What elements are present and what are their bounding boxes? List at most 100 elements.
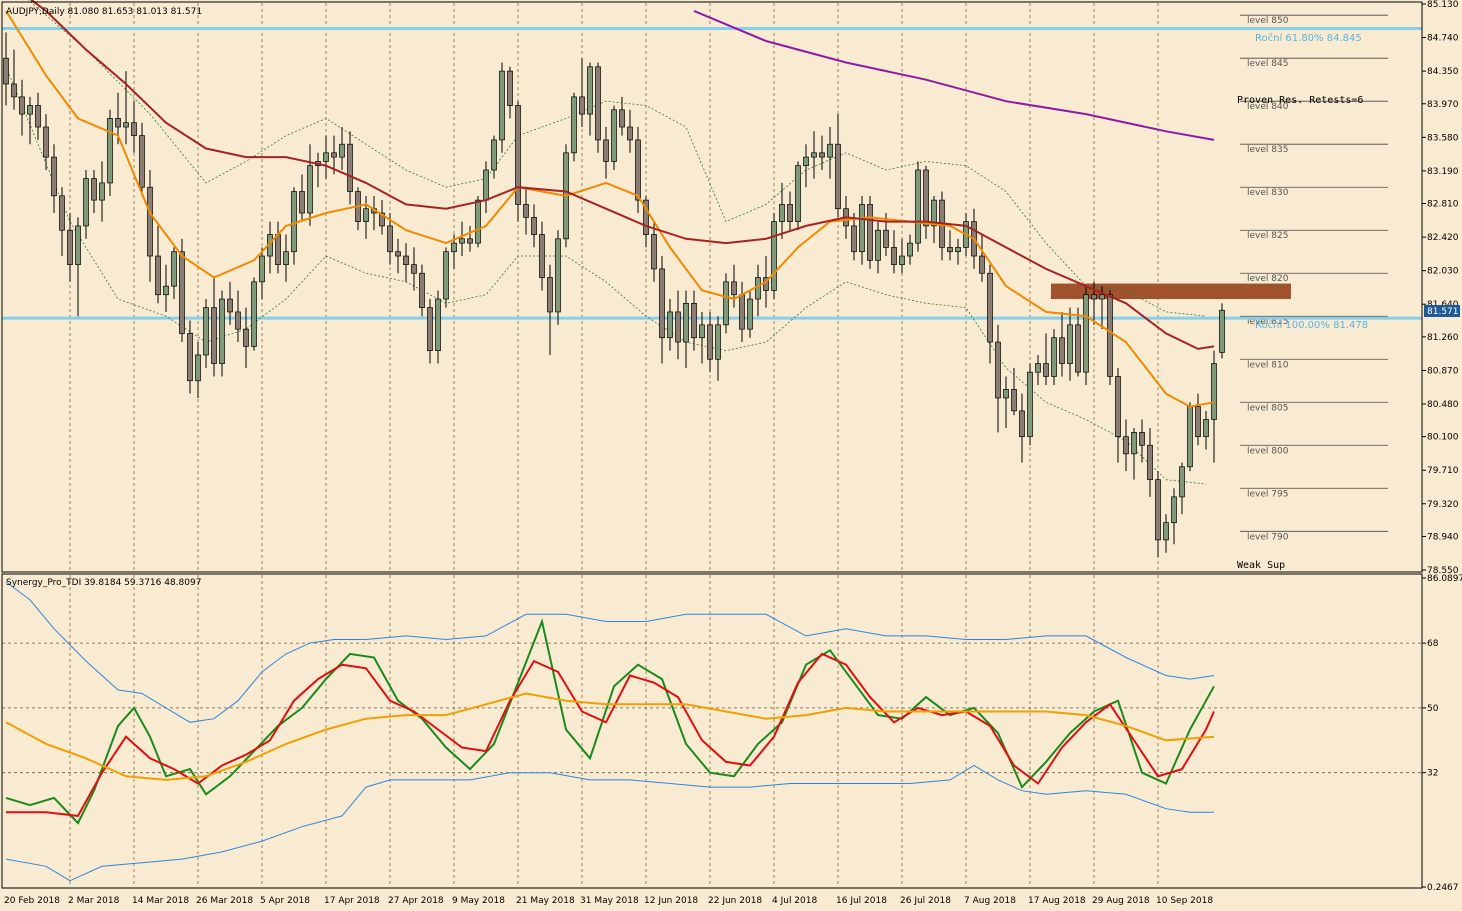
x-tick-label: 20 Feb 2018	[4, 896, 60, 906]
candle-body	[515, 105, 521, 205]
candle-body	[307, 165, 313, 214]
candle-body	[619, 109, 625, 128]
grid	[2, 3, 1422, 887]
candle-body	[107, 118, 113, 184]
level-label: level 850	[1247, 16, 1289, 26]
band-upper-line	[27, 0, 1207, 317]
proven-resistance-label: Proven Res. Retests=6	[1237, 95, 1363, 106]
candle-body	[291, 191, 297, 253]
candle-body	[211, 307, 217, 364]
x-tick-label: 21 May 2018	[516, 896, 575, 906]
candle-body	[427, 307, 433, 352]
candle-body	[643, 199, 649, 235]
y-tick-label: 84.740	[1427, 34, 1459, 44]
y-tick-label: 78.550	[1427, 566, 1459, 576]
level-label: level 805	[1247, 403, 1288, 413]
candle-body	[915, 169, 921, 244]
candle-body	[1203, 419, 1209, 438]
candle-body	[259, 255, 265, 283]
candle-body	[1075, 324, 1081, 373]
candle-body	[203, 307, 209, 356]
candle-body	[75, 225, 81, 265]
candle-body	[1099, 294, 1105, 300]
candle-body	[1219, 309, 1225, 353]
y-tick-label: 83.580	[1427, 133, 1459, 143]
candle-body	[635, 139, 641, 201]
candle-body	[363, 208, 369, 222]
candle-body	[675, 311, 681, 343]
level-label: level 795	[1247, 489, 1288, 499]
candle-body	[1171, 496, 1177, 524]
y-tick-label: 79.710	[1427, 466, 1459, 476]
candle-body	[459, 238, 465, 244]
candle-body	[123, 122, 129, 128]
candle-body	[483, 169, 489, 201]
candle-body	[691, 302, 697, 339]
indicator-y-tick-label: 50	[1427, 704, 1439, 714]
candle-body	[451, 242, 457, 253]
candle-body	[875, 229, 881, 261]
candle-body	[475, 199, 481, 244]
x-tick-label: 27 Apr 2018	[388, 896, 444, 906]
x-tick-label: 31 May 2018	[580, 896, 639, 906]
candle-body	[1059, 337, 1065, 364]
candle-body	[251, 281, 257, 347]
candle-body	[571, 96, 577, 154]
y-tick-label: 81.260	[1427, 333, 1459, 343]
candle-body	[1051, 337, 1057, 377]
y-tick-label: 85.130	[1427, 0, 1459, 10]
moving-averages	[5, 0, 1215, 408]
candle-body	[547, 277, 553, 313]
level-label: level 835	[1247, 145, 1288, 155]
tdi-price-line	[5, 618, 1215, 825]
candle-body	[955, 247, 961, 253]
candle-body	[627, 126, 633, 141]
candle-body	[1155, 479, 1161, 541]
ema-slow-line	[693, 9, 1215, 141]
y-tick-label: 82.030	[1427, 267, 1459, 277]
x-tick-label: 26 Jul 2018	[900, 896, 951, 906]
candle-body	[1115, 376, 1121, 438]
candle-body	[523, 204, 529, 218]
candle-body	[507, 70, 513, 106]
candle-body	[1027, 371, 1033, 438]
candle-body	[275, 234, 281, 265]
candle-body	[1083, 294, 1089, 373]
x-tick-label: 10 Sep 2018	[1156, 896, 1213, 906]
candle-body	[195, 354, 201, 382]
candle-body	[131, 122, 137, 136]
level-label: level 810	[1247, 360, 1289, 370]
candle-body	[171, 251, 177, 287]
x-tick-label: 14 Mar 2018	[132, 896, 189, 906]
level-label: level 845	[1247, 59, 1288, 69]
candle-body	[835, 143, 841, 210]
price-levels: level 850 level 845 level 840 level 835 leve…	[2, 14, 1422, 542]
y-tick-label: 79.320	[1427, 500, 1459, 510]
indicator-y-tick-label: 0.2467	[1427, 883, 1459, 893]
candle-body	[1139, 432, 1145, 446]
candle-body	[539, 234, 545, 278]
y-tick-label: 80.480	[1427, 400, 1459, 410]
candle-body	[1123, 436, 1129, 455]
x-tick-label: 9 May 2018	[452, 896, 505, 906]
level-label: level 825	[1247, 231, 1288, 241]
candle-body	[779, 204, 785, 222]
candle-body	[603, 139, 609, 162]
candle-body	[1147, 444, 1153, 481]
fib-label-lower: Roční 100.00% 81.478	[1255, 319, 1368, 331]
candle-body	[339, 143, 345, 158]
ema-mid-line	[29, 0, 1215, 350]
x-tick-label: 16 Jul 2018	[836, 896, 887, 906]
candle-body	[859, 204, 865, 253]
candle-body	[827, 143, 833, 158]
candle-body	[35, 105, 41, 128]
candle-body	[1131, 432, 1137, 455]
candle-body	[731, 281, 737, 296]
candle-body	[699, 324, 705, 339]
last-price-tag	[1424, 305, 1460, 317]
candle-body	[163, 285, 169, 296]
candle-body	[819, 152, 825, 158]
candle-body	[899, 255, 905, 265]
